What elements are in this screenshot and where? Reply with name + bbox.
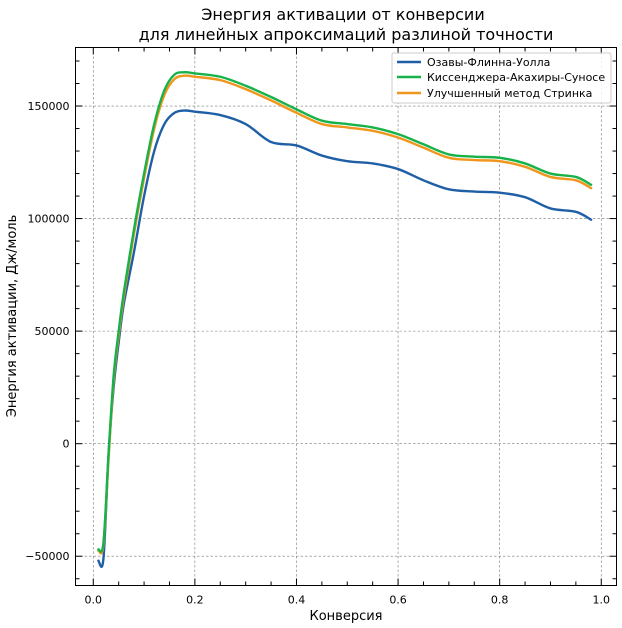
x-tick-labels: 0.0 0.2 0.4 0.6 0.8 1.0 <box>85 594 610 607</box>
series-line-starink <box>97 74 593 555</box>
series-group <box>97 71 593 569</box>
chart-title-line-1: Энергия активации от конверсии <box>201 5 484 24</box>
x-tick-label: 0.6 <box>389 594 407 607</box>
x-tick-label: 0.8 <box>491 594 509 607</box>
grid <box>75 47 617 586</box>
y-tick-label: 100000 <box>28 213 70 226</box>
legend-label-ozawa: Озавы-Флинна-Уолла <box>427 56 550 69</box>
axis-ticks <box>75 47 617 586</box>
y-tick-label: 0 <box>63 438 70 451</box>
y-axis-label: Энергия активации, Дж/моль <box>5 215 20 418</box>
x-tick-label: 0.4 <box>288 594 306 607</box>
x-tick-label: 0.2 <box>186 594 204 607</box>
series-line-ozawa <box>97 109 593 569</box>
x-tick-label: 1.0 <box>593 594 611 607</box>
chart-title-line-2: для линейных апроксимаций разлиной точно… <box>139 25 554 44</box>
plot-frame <box>75 47 617 586</box>
x-axis-label: Конверсия <box>309 609 382 624</box>
legend-label-kissinger: Киссенджера-Акахиры-Суносе <box>427 71 605 84</box>
y-tick-label: −50000 <box>25 550 69 563</box>
y-tick-label: 150000 <box>28 100 70 113</box>
legend: Озавы-Флинна-Уолла Киссенджера-Акахиры-С… <box>391 52 612 104</box>
series-line-kissinger <box>97 71 593 553</box>
y-tick-label: 50000 <box>35 325 70 338</box>
legend-box <box>391 52 612 104</box>
x-tick-label: 0.0 <box>85 594 103 607</box>
y-tick-labels: −50000 0 50000 100000 150000 <box>25 100 69 563</box>
legend-label-starink: Улучшенный метод Стринка <box>427 87 592 100</box>
